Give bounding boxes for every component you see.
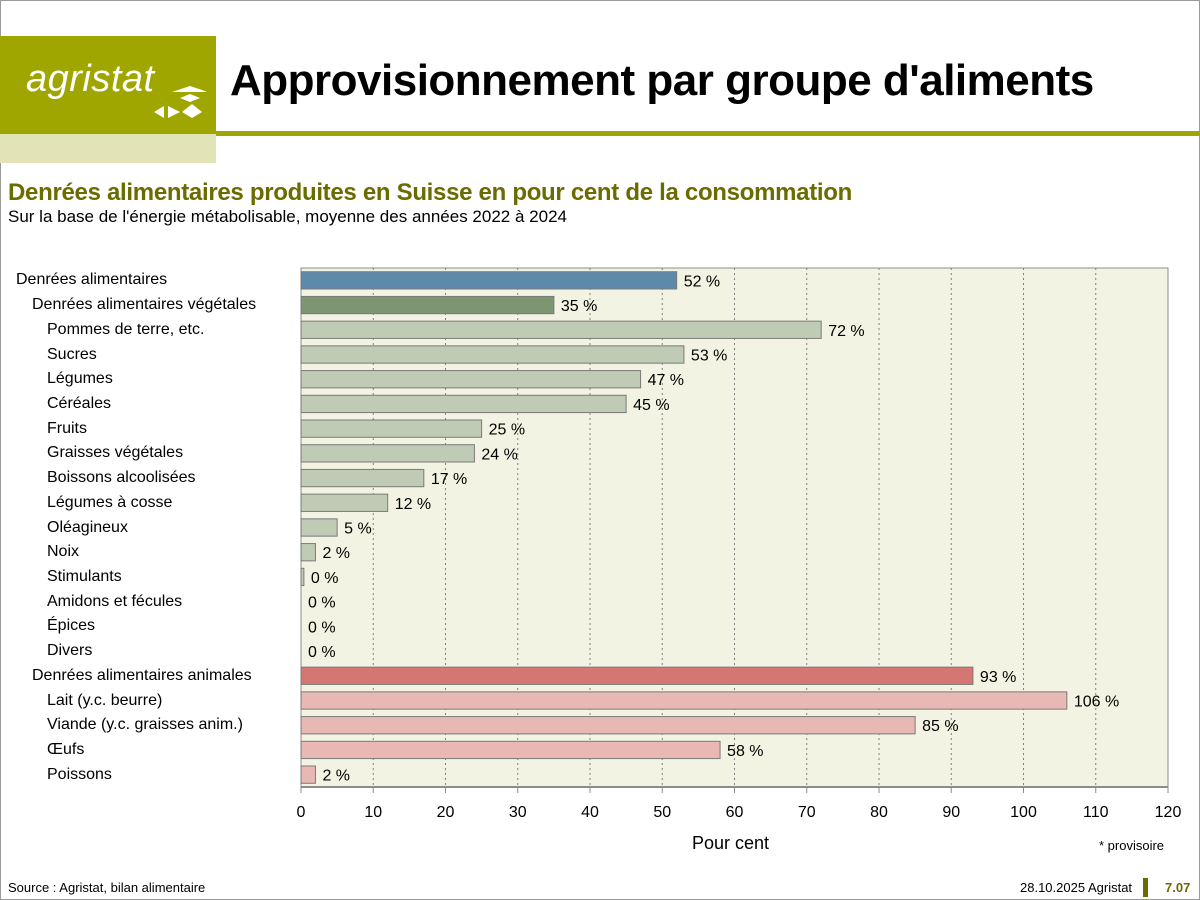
data-label: 52 % xyxy=(684,273,720,290)
bar xyxy=(300,370,642,389)
bar xyxy=(300,765,316,784)
data-label: 0 % xyxy=(308,595,336,612)
provisional-note: * provisoire xyxy=(1099,838,1165,853)
category-label: Denrées alimentaires xyxy=(16,271,168,289)
page-marker xyxy=(1143,878,1148,897)
data-label: 0 % xyxy=(311,570,339,587)
x-tick-label: 40 xyxy=(581,804,599,821)
category-label: Fruits xyxy=(47,419,87,437)
bar xyxy=(300,394,627,414)
x-tick-label: 100 xyxy=(1010,804,1037,821)
page-title: Approvisionnement par groupe d'aliments xyxy=(230,56,1094,105)
data-label: 0 % xyxy=(308,619,336,636)
logo-panel xyxy=(0,36,216,134)
data-label: 106 % xyxy=(1074,694,1119,711)
bar xyxy=(300,493,389,512)
data-label: 25 % xyxy=(489,422,525,439)
data-label: 85 % xyxy=(922,718,958,735)
bar xyxy=(300,716,916,735)
bar xyxy=(300,295,555,315)
bar xyxy=(300,543,316,562)
bar xyxy=(300,468,425,488)
category-label: Boissons alcoolisées xyxy=(47,469,196,487)
data-label: 45 % xyxy=(633,397,669,414)
data-label: 2 % xyxy=(322,768,350,785)
category-label: Amidons et fécules xyxy=(47,592,183,610)
x-axis-title: Pour cent xyxy=(692,833,770,853)
data-label: 58 % xyxy=(727,743,763,760)
data-label: 47 % xyxy=(648,372,684,389)
chart-subtitle: Sur la base de l'énergie métabolisable, … xyxy=(8,207,567,226)
x-tick-label: 30 xyxy=(509,804,527,821)
category-label: Noix xyxy=(47,543,80,561)
category-label: Céréales xyxy=(47,394,112,412)
page-number: 7.07 xyxy=(1165,880,1191,895)
bar xyxy=(300,567,305,587)
source-text: Source : Agristat, bilan alimentaire xyxy=(8,880,206,895)
x-tick-label: 10 xyxy=(364,804,382,821)
category-label: Oléagineux xyxy=(47,518,128,536)
x-tick-label: 80 xyxy=(870,804,888,821)
data-label: 2 % xyxy=(322,545,350,562)
x-tick-label: 90 xyxy=(942,804,960,821)
data-label: 35 % xyxy=(561,298,597,315)
data-label: 53 % xyxy=(691,348,727,365)
data-label: 72 % xyxy=(828,323,864,340)
category-label: Épices xyxy=(47,617,96,635)
data-label: 93 % xyxy=(980,669,1016,686)
data-label: 17 % xyxy=(431,471,467,488)
bar xyxy=(300,271,678,290)
footer-date: 28.10.2025 Agristat xyxy=(1020,880,1133,895)
agristat-logo: agristat xyxy=(26,58,155,100)
bar xyxy=(300,444,475,463)
x-tick-label: 70 xyxy=(798,804,816,821)
x-tick-label: 110 xyxy=(1083,804,1109,821)
bar xyxy=(300,691,1068,710)
x-tick-label: 50 xyxy=(653,804,671,821)
bar xyxy=(300,419,483,438)
data-label: 5 % xyxy=(344,521,372,538)
bar xyxy=(300,345,685,364)
category-label: Graisses végétales xyxy=(47,444,184,462)
category-label: Viande (y.c. graisses anim.) xyxy=(47,716,243,734)
category-label: Œufs xyxy=(47,740,85,758)
category-label: Pommes de terre, etc. xyxy=(47,320,205,338)
category-label: Stimulants xyxy=(47,567,122,585)
category-label: Denrées alimentaires animales xyxy=(32,666,252,684)
logo-underbar xyxy=(0,134,216,163)
data-label: 0 % xyxy=(308,644,336,661)
x-tick-label: 0 xyxy=(297,804,306,821)
title-rule xyxy=(216,131,1200,136)
data-label: 24 % xyxy=(481,446,517,463)
agristat-diamond-logo-icon xyxy=(154,86,206,118)
category-label: Divers xyxy=(47,642,93,660)
bar xyxy=(300,740,721,760)
bar xyxy=(300,320,822,339)
data-label: 12 % xyxy=(395,496,431,513)
category-label: Légumes xyxy=(47,370,113,388)
chart-title: Denrées alimentaires produites en Suisse… xyxy=(8,179,852,206)
x-tick-label: 20 xyxy=(437,804,455,821)
category-label: Denrées alimentaires végétales xyxy=(32,296,257,314)
bar xyxy=(300,666,974,685)
category-label: Lait (y.c. beurre) xyxy=(47,691,163,709)
x-tick-label: 120 xyxy=(1155,804,1182,821)
category-label: Légumes à cosse xyxy=(47,493,173,511)
category-label: Sucres xyxy=(47,345,97,363)
x-tick-label: 60 xyxy=(726,804,744,821)
bar xyxy=(300,518,338,537)
category-label: Poissons xyxy=(47,765,112,783)
